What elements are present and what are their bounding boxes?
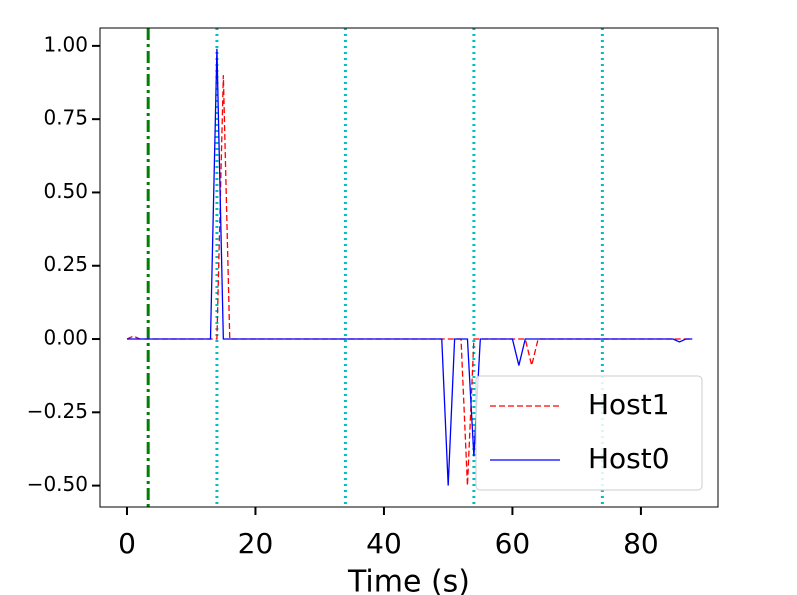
x-axis-label: Time (s) bbox=[347, 565, 470, 595]
y-tick-label: 0.25 bbox=[43, 252, 88, 276]
y-tick-label: 0.50 bbox=[43, 179, 88, 203]
x-tick-label: 0 bbox=[118, 527, 136, 560]
y-tick-label: 0.00 bbox=[43, 326, 88, 350]
y-tick-label: −0.50 bbox=[27, 472, 88, 496]
legend-label: Host0 bbox=[588, 442, 670, 475]
legend-label: Host1 bbox=[588, 388, 670, 421]
y-tick-label: 0.75 bbox=[43, 106, 88, 130]
y-tick-label: −0.25 bbox=[27, 399, 88, 423]
plot-area bbox=[126, 28, 693, 507]
y-tick-label: 1.00 bbox=[43, 32, 88, 56]
legend-box bbox=[475, 375, 703, 491]
x-tick-label: 80 bbox=[623, 527, 659, 560]
series-line bbox=[126, 48, 693, 486]
x-tick-label: 60 bbox=[495, 527, 531, 560]
x-tick-label: 40 bbox=[366, 527, 402, 560]
x-tick-label: 20 bbox=[238, 527, 274, 560]
plot-frame bbox=[99, 27, 719, 508]
